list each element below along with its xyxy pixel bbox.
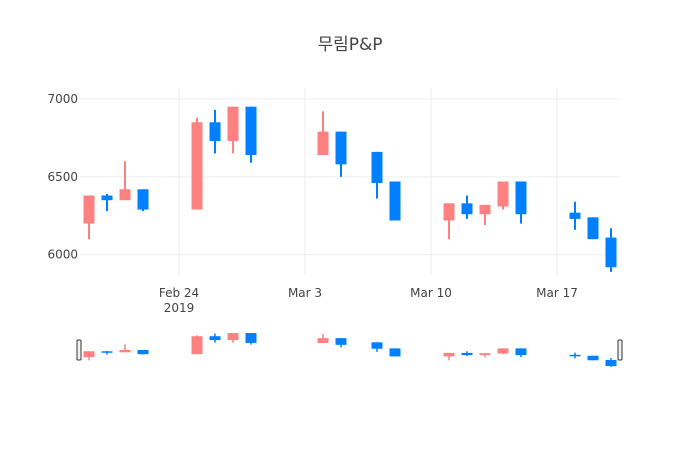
slider-candle <box>335 338 347 348</box>
candle <box>119 161 131 201</box>
x-tick-label: Mar 3 <box>288 286 322 300</box>
candle-body <box>569 212 581 219</box>
candle <box>245 106 257 163</box>
slider-candle-body <box>209 336 221 341</box>
candle-body <box>317 131 329 156</box>
slider-candle-body <box>515 348 527 356</box>
candle <box>371 151 383 199</box>
candle <box>497 181 509 210</box>
slider-candle <box>497 348 509 355</box>
candle-body <box>371 151 383 184</box>
slider-candle <box>317 333 329 343</box>
y-axis: 6000 6500 7000 <box>47 92 78 262</box>
candle-body <box>443 203 455 221</box>
candle-body <box>119 189 131 201</box>
slider-candle-body <box>83 351 95 358</box>
candle-body <box>209 122 221 141</box>
slider-candle-body <box>605 359 617 367</box>
candle <box>443 203 455 240</box>
candle <box>515 181 527 224</box>
slider-candle-body <box>317 338 329 343</box>
slider-candle-body <box>245 333 257 343</box>
slider-candle <box>515 348 527 358</box>
slider-candle-body <box>227 333 239 341</box>
slider-candle <box>569 352 581 359</box>
slider-candle-body <box>335 338 347 345</box>
slider-candle <box>605 358 617 367</box>
slider-candle <box>191 335 203 355</box>
slider-candle <box>101 350 113 355</box>
slider-candle <box>371 342 383 352</box>
slider-candle-body <box>569 354 581 357</box>
candle-body <box>389 181 401 221</box>
candle-body <box>587 217 599 240</box>
candle <box>479 204 491 226</box>
candle <box>317 111 329 156</box>
slider-candle <box>119 344 131 353</box>
x-tick-label: Mar 17 <box>536 286 578 300</box>
candle <box>389 181 401 221</box>
candle-body <box>497 181 509 207</box>
range-slider-left-handle[interactable] <box>76 339 82 361</box>
slider-candle <box>479 353 491 358</box>
candle-body <box>227 106 239 141</box>
candle-body <box>191 122 203 210</box>
candle <box>209 109 221 154</box>
candle <box>191 117 203 210</box>
y-tick-label: 6000 <box>47 248 78 262</box>
candle <box>137 189 149 212</box>
slider-candle <box>245 333 257 345</box>
x-tick-label: Mar 10 <box>410 286 452 300</box>
candle <box>605 228 617 272</box>
slider-candle-body <box>587 355 599 361</box>
candle <box>101 193 113 212</box>
slider-candle-body <box>119 350 131 353</box>
candle-body <box>605 237 617 268</box>
candle <box>587 217 599 240</box>
candle-body <box>461 203 473 215</box>
range-slider[interactable] <box>76 333 623 367</box>
candle-body <box>479 204 491 215</box>
slider-candle-body <box>497 348 509 354</box>
y-tick-label: 6500 <box>47 170 78 184</box>
slider-candle-body <box>371 342 383 349</box>
candle-body <box>245 106 257 156</box>
slider-candle <box>137 350 149 355</box>
candle <box>569 201 581 230</box>
slider-candle-body <box>443 352 455 357</box>
slider-candle-body <box>137 350 149 355</box>
slider-candle <box>83 351 95 361</box>
x-tick-sublabel: 2019 <box>164 301 195 315</box>
slider-candle <box>461 351 473 357</box>
slider-candle <box>587 355 599 361</box>
candle-body <box>83 195 95 224</box>
slider-candle <box>443 352 455 361</box>
slider-candle-body <box>479 353 491 356</box>
candle <box>335 131 347 177</box>
slider-candle <box>389 348 401 357</box>
slider-candle-body <box>389 348 401 357</box>
candle-body <box>515 181 527 215</box>
candle <box>83 195 95 240</box>
range-slider-right-handle[interactable] <box>617 339 623 361</box>
x-tick-label: Feb 24 <box>159 286 199 300</box>
y-tick-label: 7000 <box>47 92 78 106</box>
candle-body <box>335 131 347 165</box>
slider-candle <box>209 333 221 343</box>
candle <box>227 106 239 154</box>
grid <box>80 88 620 275</box>
candle <box>461 195 473 219</box>
candles <box>83 106 617 272</box>
slider-candle <box>227 333 239 343</box>
slider-candle-body <box>191 336 203 355</box>
candle-body <box>137 189 149 210</box>
slider-candle-body <box>101 351 113 353</box>
slider-candle-body <box>461 352 473 356</box>
candle-body <box>101 195 113 201</box>
chart-title: 무림P&P <box>317 35 382 55</box>
